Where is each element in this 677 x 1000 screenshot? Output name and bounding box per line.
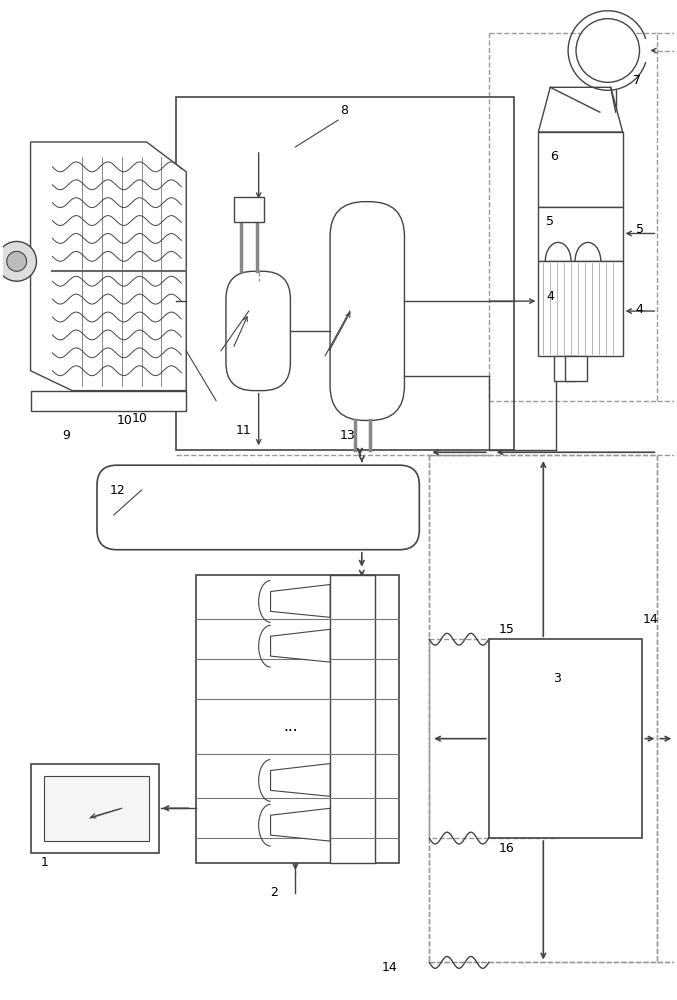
- Circle shape: [0, 241, 37, 281]
- Bar: [429, 639, 558, 838]
- Bar: [196, 575, 399, 863]
- Bar: [45, 776, 148, 841]
- Circle shape: [576, 19, 640, 82]
- Polygon shape: [30, 142, 186, 391]
- Bar: [176, 97, 514, 450]
- Text: 9: 9: [62, 429, 70, 442]
- Text: 11: 11: [236, 424, 252, 437]
- Text: 12: 12: [110, 484, 126, 497]
- Text: 5: 5: [636, 223, 644, 236]
- Text: 14: 14: [642, 613, 658, 626]
- Bar: [30, 391, 186, 410]
- Bar: [489, 639, 642, 838]
- Text: 2: 2: [271, 886, 278, 899]
- Text: 4: 4: [546, 290, 554, 303]
- Bar: [538, 132, 623, 207]
- Bar: [538, 261, 623, 356]
- Text: 13: 13: [340, 429, 355, 442]
- Bar: [565, 356, 587, 381]
- Bar: [3, 249, 13, 273]
- Polygon shape: [271, 585, 330, 617]
- Bar: [538, 207, 623, 261]
- Polygon shape: [538, 87, 623, 132]
- FancyBboxPatch shape: [330, 202, 404, 420]
- Text: 1: 1: [41, 856, 48, 869]
- Text: 8: 8: [340, 104, 348, 117]
- Text: 4: 4: [636, 303, 643, 316]
- Text: 10: 10: [132, 412, 148, 425]
- Text: 6: 6: [550, 150, 558, 163]
- Polygon shape: [271, 764, 330, 796]
- Text: 5: 5: [546, 215, 554, 228]
- FancyBboxPatch shape: [97, 465, 419, 550]
- Bar: [429, 455, 657, 962]
- Text: 15: 15: [499, 623, 515, 636]
- Circle shape: [7, 251, 26, 271]
- Polygon shape: [271, 629, 330, 662]
- Text: ...: ...: [283, 719, 298, 734]
- Text: 7: 7: [632, 74, 640, 87]
- FancyBboxPatch shape: [226, 271, 290, 391]
- Bar: [234, 197, 263, 222]
- Bar: [489, 33, 657, 401]
- Bar: [30, 764, 160, 853]
- Bar: [554, 356, 576, 381]
- Bar: [330, 575, 374, 863]
- Polygon shape: [271, 808, 330, 841]
- Text: 3: 3: [553, 672, 561, 686]
- Text: 10: 10: [117, 414, 133, 427]
- Text: 14: 14: [382, 961, 397, 974]
- Text: 16: 16: [499, 842, 515, 855]
